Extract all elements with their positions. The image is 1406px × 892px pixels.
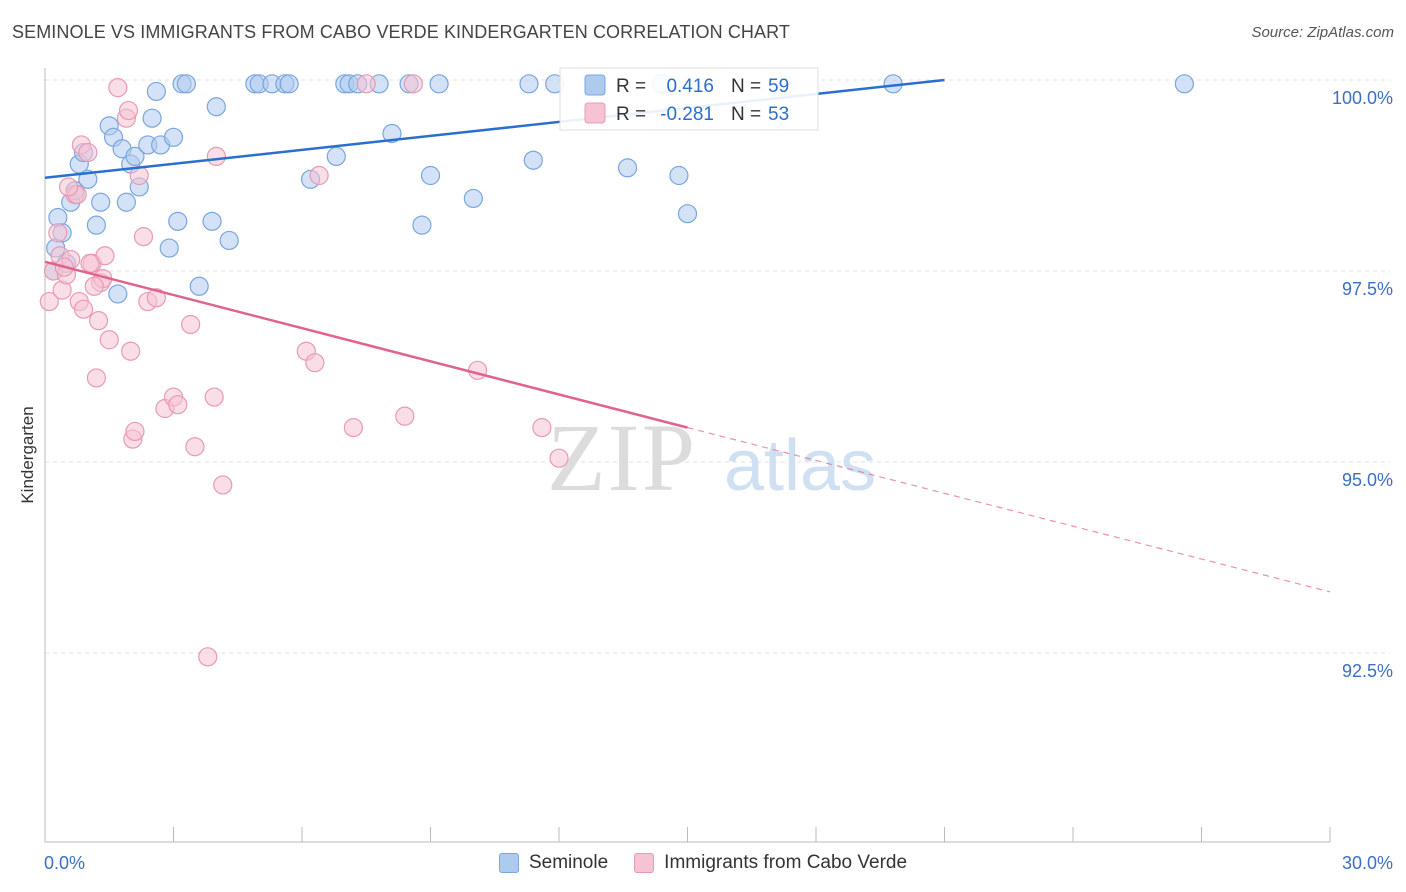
point-0-44 xyxy=(382,123,402,144)
trend-line-dashed-1 xyxy=(687,427,1331,593)
point-0-55 xyxy=(669,165,689,186)
point-0-47 xyxy=(420,165,441,186)
point-1-46 xyxy=(468,360,488,380)
axes xyxy=(44,68,1331,843)
trend-lines xyxy=(44,78,1331,593)
point-1-52 xyxy=(84,276,104,296)
point-1-35 xyxy=(198,647,218,667)
legend-box-swatch-0 xyxy=(584,74,606,96)
point-0-25 xyxy=(163,127,184,147)
legend-r-value-1: -0.281 xyxy=(660,104,714,125)
point-1-33 xyxy=(181,314,201,335)
point-1-49 xyxy=(80,253,100,273)
legend-box-swatch-1 xyxy=(584,102,606,124)
point-0-53 xyxy=(617,158,638,178)
point-0-32 xyxy=(219,230,239,251)
point-1-51 xyxy=(58,177,79,197)
point-1-38 xyxy=(213,475,233,495)
y-tick-label-3: 92.5% xyxy=(1342,661,1393,681)
point-0-22 xyxy=(146,81,166,102)
point-0-21 xyxy=(142,108,162,128)
point-1-27 xyxy=(133,227,154,247)
point-1-29 xyxy=(146,288,166,308)
point-1-34 xyxy=(185,437,205,457)
legend-label-cabo-verde: Immigrants from Cabo Verde xyxy=(664,852,908,873)
point-1-42 xyxy=(343,418,363,438)
legend-n-value-0: 59 xyxy=(768,76,789,97)
point-0-39 xyxy=(326,146,346,166)
point-1-14 xyxy=(86,368,107,388)
x-tick-label-1: 30.0% xyxy=(1342,853,1393,873)
point-0-49 xyxy=(463,188,483,209)
point-1-44 xyxy=(395,406,415,426)
point-1-41 xyxy=(309,165,329,186)
gridlines xyxy=(45,79,1390,654)
point-1-22 xyxy=(118,100,139,121)
legend-swatch-cabo-verde xyxy=(634,853,655,873)
point-0-24 xyxy=(159,238,179,258)
point-0-29 xyxy=(189,276,209,296)
legend-item-cabo-verde[interactable]: Immigrants from Cabo Verde xyxy=(634,852,907,874)
point-1-32 xyxy=(168,395,188,415)
point-1-43 xyxy=(356,74,376,94)
y-tick-label-2: 95.0% xyxy=(1342,470,1393,490)
x-tick-label-0: 0.0% xyxy=(44,853,85,873)
legend-item-seminole[interactable]: Seminole xyxy=(498,852,609,874)
tick-labels: 100.0% 97.5% 95.0% 92.5% 0.0% 30.0% xyxy=(44,88,1393,873)
point-0-14 xyxy=(108,284,128,304)
point-1-20 xyxy=(108,78,128,98)
point-0-46 xyxy=(412,215,432,235)
point-0-18 xyxy=(125,146,145,166)
point-1-45 xyxy=(403,74,423,94)
watermark-atlas: atlas xyxy=(724,426,876,506)
point-1-15 xyxy=(88,311,109,331)
point-0-10 xyxy=(86,215,107,235)
point-1-40 xyxy=(305,353,325,373)
legend-swatch-seminole xyxy=(498,853,519,873)
point-0-56 xyxy=(677,204,698,224)
point-1-19 xyxy=(99,330,119,350)
point-0-48 xyxy=(429,74,449,94)
point-1-23 xyxy=(121,341,141,361)
point-1-47 xyxy=(532,418,552,438)
point-1-11 xyxy=(73,299,94,319)
watermark: ZIP atlas xyxy=(547,404,876,511)
legend-n-label-1: N = xyxy=(731,104,761,125)
legend-n-value-1: 53 xyxy=(768,104,789,125)
legend-box: R = 0.416 N = 59 R = -0.281 N = 53 xyxy=(559,67,819,131)
point-1-48 xyxy=(549,448,569,468)
legend-bottom: Seminole Immigrants from Cabo Verde xyxy=(0,852,1406,874)
point-1-18 xyxy=(95,246,115,266)
point-1-25 xyxy=(125,421,145,442)
legend-r-label-0: R = xyxy=(616,76,646,97)
legend-n-label-0: N = xyxy=(731,76,761,97)
point-1-36 xyxy=(204,387,224,407)
y-tick-label-1: 97.5% xyxy=(1342,279,1393,299)
y-tick-label-0: 100.0% xyxy=(1332,88,1393,108)
point-0-11 xyxy=(91,192,111,212)
legend-label-seminole: Seminole xyxy=(528,852,609,873)
point-1-12 xyxy=(78,142,98,163)
watermark-zip: ZIP xyxy=(547,404,697,511)
point-1-37 xyxy=(206,146,226,166)
point-0-16 xyxy=(116,192,136,212)
point-0-51 xyxy=(523,150,543,170)
point-1-2 xyxy=(48,223,68,243)
series-cabo-verde-points xyxy=(39,74,569,667)
chart-title: SEMINOLE VS IMMIGRANTS FROM CABO VERDE K… xyxy=(12,22,790,42)
point-0-31 xyxy=(206,97,226,117)
trend-line-1 xyxy=(44,260,688,429)
point-0-37 xyxy=(279,74,299,94)
point-1-0 xyxy=(39,291,59,312)
point-0-30 xyxy=(202,211,222,231)
point-0-28 xyxy=(176,74,196,94)
legend-r-label-1: R = xyxy=(616,104,646,125)
point-0-50 xyxy=(519,74,539,94)
legend-r-value-0: 0.416 xyxy=(666,76,714,97)
point-0-26 xyxy=(168,211,188,231)
point-0-58 xyxy=(1174,74,1194,94)
source-label: Source: ZipAtlas.com xyxy=(1251,24,1394,41)
